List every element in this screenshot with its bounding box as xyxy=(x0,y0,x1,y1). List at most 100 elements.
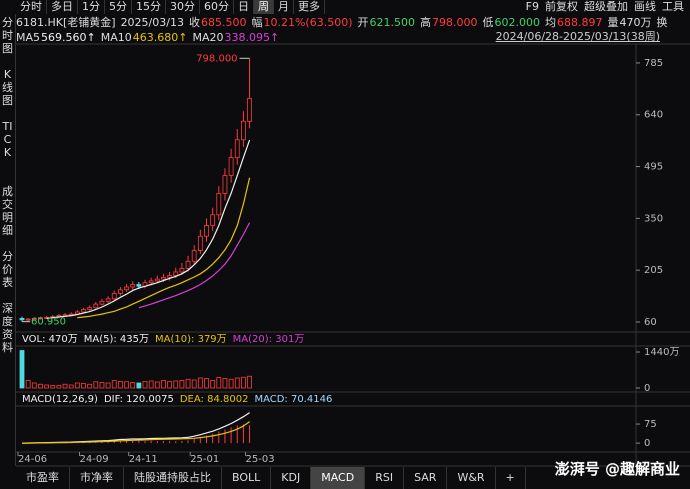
indicator-tab[interactable]: BOLL xyxy=(222,467,272,489)
indicator-tab[interactable]: W&R xyxy=(447,467,496,489)
panel-legend: MA(5): 435万 xyxy=(84,334,149,345)
dea-line xyxy=(22,421,250,444)
side-tab[interactable]: TICK xyxy=(2,120,13,159)
field-value: 688.897 xyxy=(556,15,603,29)
y-tick-label: 60 xyxy=(644,317,657,328)
period-tab[interactable]: 60分 xyxy=(200,0,234,14)
panel-legend: MACD: 70.4146 xyxy=(254,394,332,405)
x-tick-label: 25-03 xyxy=(246,454,275,465)
volume-bar xyxy=(44,384,49,389)
period-tab[interactable]: 30分 xyxy=(166,0,200,14)
volume-bar xyxy=(130,382,136,389)
volume-bar xyxy=(99,382,105,389)
period-tab[interactable]: 更多 xyxy=(294,0,325,14)
volume-bar xyxy=(124,381,129,389)
date-range[interactable]: 2024/06/28-2025/03/13(38周) xyxy=(495,30,660,43)
x-tick-label: 24-11 xyxy=(129,454,158,465)
period-tab[interactable]: 1分 xyxy=(78,0,105,14)
candle-body xyxy=(161,276,166,280)
side-tab[interactable]: 分时图 xyxy=(2,16,13,55)
dif-line xyxy=(21,412,250,444)
candle-body xyxy=(191,250,197,262)
volume-bar xyxy=(167,381,173,389)
side-tab[interactable]: 成交明细 xyxy=(2,185,13,237)
tool-button[interactable]: 前复权 xyxy=(545,0,578,13)
indicator-tab[interactable]: SAR xyxy=(404,467,448,489)
period-tab[interactable]: 日 xyxy=(234,0,254,14)
high-label: 798.000 xyxy=(196,53,237,64)
candle-body xyxy=(136,284,142,287)
ma-legend: MA5 569.560↑ MA10 463.680↑ MA20 338.095↑ xyxy=(16,30,690,44)
candle-body xyxy=(25,318,31,321)
volume-bar xyxy=(210,380,216,389)
tool-button[interactable]: 工具 xyxy=(662,0,684,13)
field-value: 798.000 xyxy=(431,15,478,29)
volume-bar xyxy=(136,382,142,389)
y-tick-label: 1440万 xyxy=(644,347,679,358)
period-tab[interactable]: 5分 xyxy=(105,0,132,14)
period-tab[interactable]: 分时 xyxy=(16,0,47,14)
y-tick-label: 640 xyxy=(644,110,663,121)
volume-bar xyxy=(50,385,56,389)
period-tab[interactable]: 多日 xyxy=(47,0,78,14)
volume-bar xyxy=(197,377,203,389)
volume-bar xyxy=(105,382,111,389)
x-tick-label: 24-09 xyxy=(80,454,109,465)
indicator-tab[interactable]: 市净率 xyxy=(70,467,124,489)
x-tick-label: 25-01 xyxy=(190,454,219,465)
y-tick-label: 785 xyxy=(644,58,663,69)
candle-body xyxy=(93,303,99,309)
candle-body xyxy=(240,120,246,141)
ma-value: 338.095↑ xyxy=(224,30,280,44)
candle-body xyxy=(173,271,179,276)
candle-body xyxy=(19,318,25,321)
volume-bar xyxy=(185,378,191,389)
volume-bar xyxy=(154,381,160,389)
volume-bar xyxy=(191,379,197,389)
candle-body xyxy=(124,286,129,291)
volume-bar xyxy=(234,377,240,389)
volume-bar xyxy=(62,383,68,389)
y-tick-label: 0 xyxy=(644,383,650,394)
field-value: 602.000 xyxy=(494,15,540,29)
ma-line xyxy=(46,139,251,319)
period-tab[interactable]: 15分 xyxy=(132,0,166,14)
candle-body xyxy=(154,278,160,282)
ma-value: 463.680↑ xyxy=(132,30,188,44)
tool-button[interactable]: 超级叠加 xyxy=(584,0,628,13)
candle-body xyxy=(148,280,154,284)
watermark: 澎湃号 @趣解商业 xyxy=(554,460,680,478)
panel-title: MACD(12,26,9) xyxy=(22,394,98,405)
volume-bar xyxy=(93,381,99,389)
candle-body xyxy=(185,260,191,269)
candle-body xyxy=(105,298,111,302)
y-tick-label: 350 xyxy=(644,213,663,224)
side-tab[interactable]: 深度资料 xyxy=(2,302,13,354)
period-tab[interactable]: 月 xyxy=(274,0,294,14)
indicator-tab[interactable]: 市盈率 xyxy=(16,467,70,489)
side-tab[interactable]: 分价表 xyxy=(2,250,13,289)
volume-bar xyxy=(173,380,179,389)
indicator-tab[interactable]: RSI xyxy=(365,467,405,489)
indicator-tab[interactable]: + xyxy=(496,467,526,489)
candle-body xyxy=(87,307,93,310)
tool-button[interactable]: F9 xyxy=(525,0,539,13)
volume-bar xyxy=(68,384,74,389)
tool-button[interactable]: 画线 xyxy=(634,0,656,13)
candle-body xyxy=(210,214,216,226)
side-tab[interactable]: K线图 xyxy=(2,68,13,107)
x-tick-label: 24-06 xyxy=(18,454,47,465)
indicator-tab[interactable]: MACD xyxy=(311,467,366,489)
indicator-tab[interactable]: KDJ xyxy=(271,467,312,489)
volume-bar xyxy=(179,380,185,389)
ma-value: 569.560↑ xyxy=(41,30,96,44)
candle-body xyxy=(234,139,240,159)
indicator-tab[interactable]: 陆股通持股占比 xyxy=(124,467,222,489)
candle-body xyxy=(167,275,173,278)
period-tab[interactable]: 周 xyxy=(254,0,274,14)
volume-bar xyxy=(247,375,252,389)
indicator-tabs: 市盈率 市净率 陆股通持股占比 BOLL KDJ MACD RSI SAR W&R + xyxy=(16,467,526,489)
ma-name: MA5 xyxy=(16,30,41,44)
volume-bar xyxy=(228,378,234,389)
